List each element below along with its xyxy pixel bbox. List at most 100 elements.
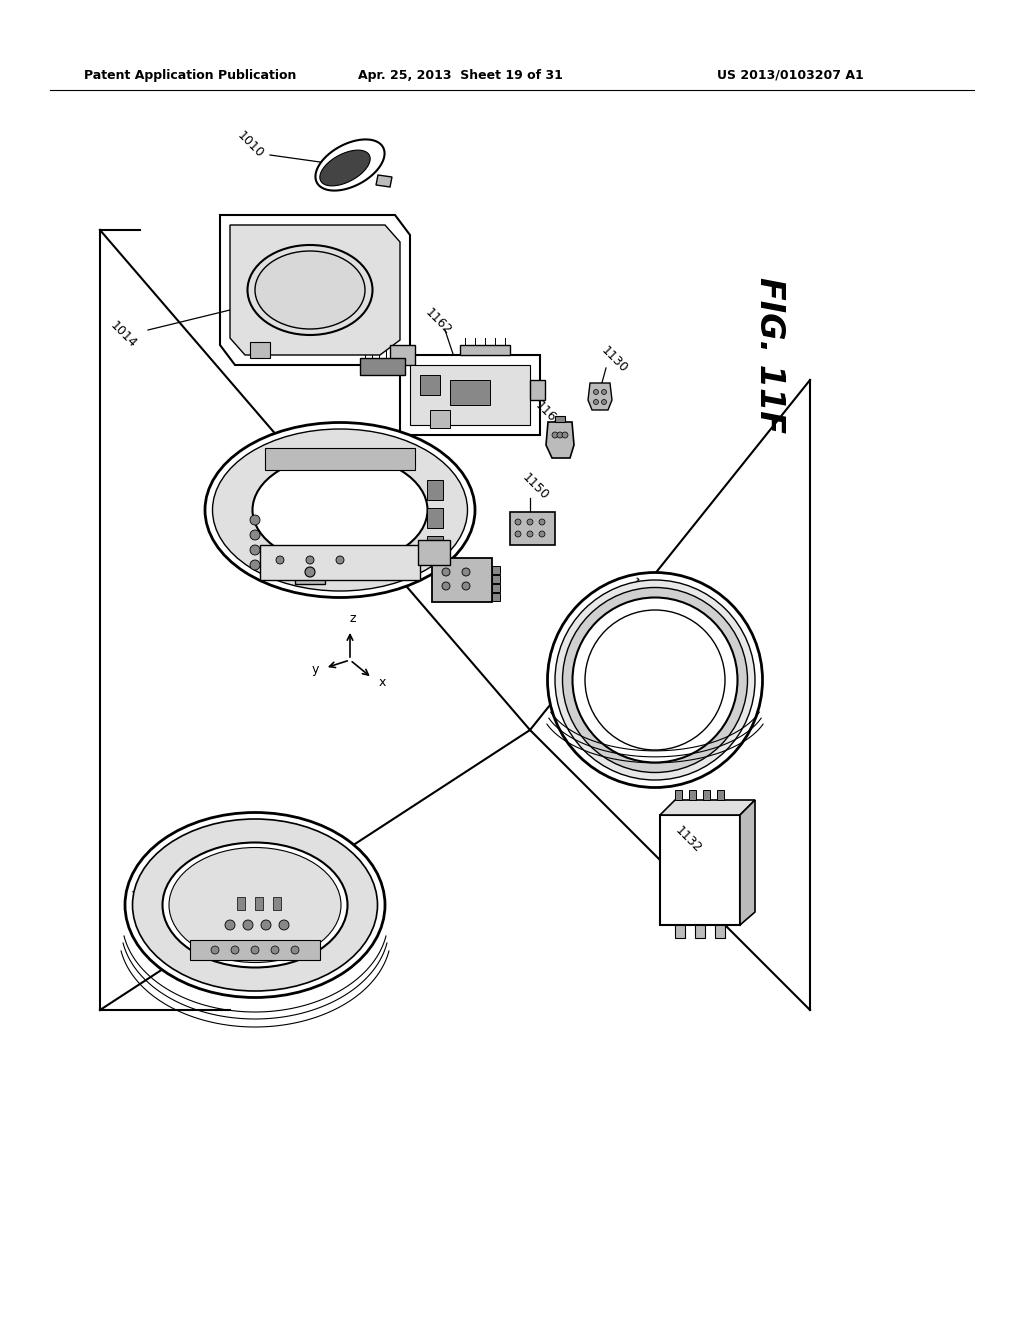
Text: y: y [311,664,318,676]
Polygon shape [260,545,420,579]
Polygon shape [427,536,443,556]
Text: z: z [350,611,356,624]
Ellipse shape [125,813,385,998]
Polygon shape [660,814,740,925]
Text: Patent Application Publication: Patent Application Publication [84,69,296,82]
Circle shape [305,568,315,577]
Circle shape [462,568,470,576]
Polygon shape [689,789,696,800]
Circle shape [442,568,450,576]
Polygon shape [250,342,270,358]
Text: 1152: 1152 [243,451,273,483]
Polygon shape [190,940,319,960]
Polygon shape [660,800,755,814]
Text: 1014: 1014 [108,319,139,351]
Circle shape [515,531,521,537]
Text: 1162: 1162 [422,306,454,338]
Polygon shape [376,176,392,187]
Polygon shape [492,576,500,583]
Circle shape [291,946,299,954]
Circle shape [211,946,219,954]
Polygon shape [400,355,540,436]
Circle shape [271,946,279,954]
Ellipse shape [169,847,341,962]
Polygon shape [492,583,500,591]
Circle shape [527,519,534,525]
Ellipse shape [255,251,365,329]
Circle shape [250,560,260,570]
Circle shape [601,400,606,404]
Text: 1156: 1156 [281,552,311,583]
Ellipse shape [132,818,378,991]
Circle shape [594,400,598,404]
Circle shape [250,545,260,554]
Polygon shape [255,898,263,909]
Text: 1154: 1154 [358,554,390,586]
Text: 1040: 1040 [127,884,159,916]
Polygon shape [432,558,492,602]
Polygon shape [295,560,325,583]
Ellipse shape [213,429,468,591]
Polygon shape [717,789,724,800]
Ellipse shape [248,246,373,335]
Polygon shape [360,358,406,375]
Circle shape [462,582,470,590]
Circle shape [225,920,234,931]
Circle shape [552,432,558,438]
Polygon shape [390,345,415,366]
Circle shape [336,556,344,564]
Polygon shape [220,215,410,366]
Text: 1132: 1132 [673,824,703,855]
Circle shape [527,531,534,537]
Circle shape [594,389,598,395]
Ellipse shape [555,579,755,780]
Polygon shape [237,898,245,909]
Text: x: x [378,676,386,689]
Text: 1010: 1010 [234,129,266,161]
Ellipse shape [585,610,725,750]
Polygon shape [427,480,443,500]
Circle shape [306,556,314,564]
Ellipse shape [205,422,475,598]
Polygon shape [492,593,500,601]
Text: FIG. 11F: FIG. 11F [754,277,786,433]
Circle shape [276,556,284,564]
Polygon shape [420,375,440,395]
Circle shape [557,432,563,438]
Circle shape [250,531,260,540]
Polygon shape [265,447,415,470]
Circle shape [279,920,289,931]
Circle shape [442,582,450,590]
Polygon shape [315,140,385,190]
Ellipse shape [572,598,737,763]
Text: US 2013/0103207 A1: US 2013/0103207 A1 [717,69,863,82]
Circle shape [601,389,606,395]
Polygon shape [427,508,443,528]
Circle shape [515,519,521,525]
Circle shape [251,946,259,954]
Polygon shape [319,150,370,186]
Circle shape [261,920,271,931]
Polygon shape [418,540,450,565]
Circle shape [539,519,545,525]
Circle shape [250,515,260,525]
Text: 1130: 1130 [598,345,630,376]
Polygon shape [703,789,710,800]
Polygon shape [715,925,725,939]
Ellipse shape [253,455,427,565]
Text: 1150: 1150 [519,471,551,503]
Circle shape [562,432,568,438]
Polygon shape [546,422,574,458]
Polygon shape [740,800,755,925]
Polygon shape [588,383,612,411]
Polygon shape [530,380,545,400]
Text: 1160: 1160 [532,399,564,430]
Polygon shape [675,789,682,800]
Polygon shape [492,566,500,574]
Circle shape [231,946,239,954]
Polygon shape [430,411,450,428]
Polygon shape [230,224,400,355]
Text: 1012: 1012 [627,577,657,607]
Polygon shape [410,366,530,425]
Polygon shape [450,380,490,405]
